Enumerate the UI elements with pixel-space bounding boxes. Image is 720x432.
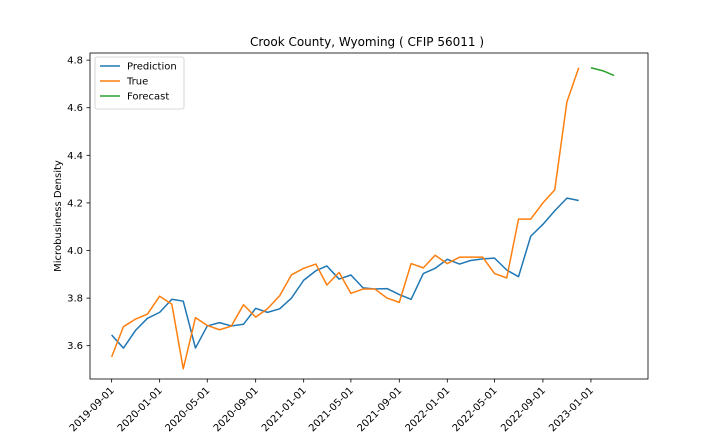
y-axis: 3.6 3.8 4.0 4.2 4.4 4.6 4.8 <box>67 56 90 352</box>
series-line-forecast <box>590 67 615 77</box>
plot-area <box>89 52 649 380</box>
y-tick-label: 4.8 <box>67 56 83 67</box>
y-tick-label: 4.2 <box>67 198 83 209</box>
y-tick-label: 4.4 <box>67 151 83 162</box>
y-tick-label: 4.0 <box>67 246 83 257</box>
legend: Prediction True Forecast <box>94 56 185 110</box>
y-tick-label: 3.6 <box>67 341 83 352</box>
legend-label-true: True <box>126 77 148 88</box>
legend-label-prediction: Prediction <box>127 62 177 73</box>
series-line-true <box>110 67 580 370</box>
y-axis-label: Microbusiness Density <box>53 160 64 272</box>
series-line-prediction <box>111 197 579 349</box>
y-tick-label: 4.6 <box>67 103 83 114</box>
legend-label-forecast: Forecast <box>127 92 169 103</box>
plot-frame <box>89 52 649 380</box>
y-tick-label: 3.8 <box>67 294 83 305</box>
chart-title: Crook County, Wyoming ( CFIP 56011 ) <box>250 35 484 49</box>
